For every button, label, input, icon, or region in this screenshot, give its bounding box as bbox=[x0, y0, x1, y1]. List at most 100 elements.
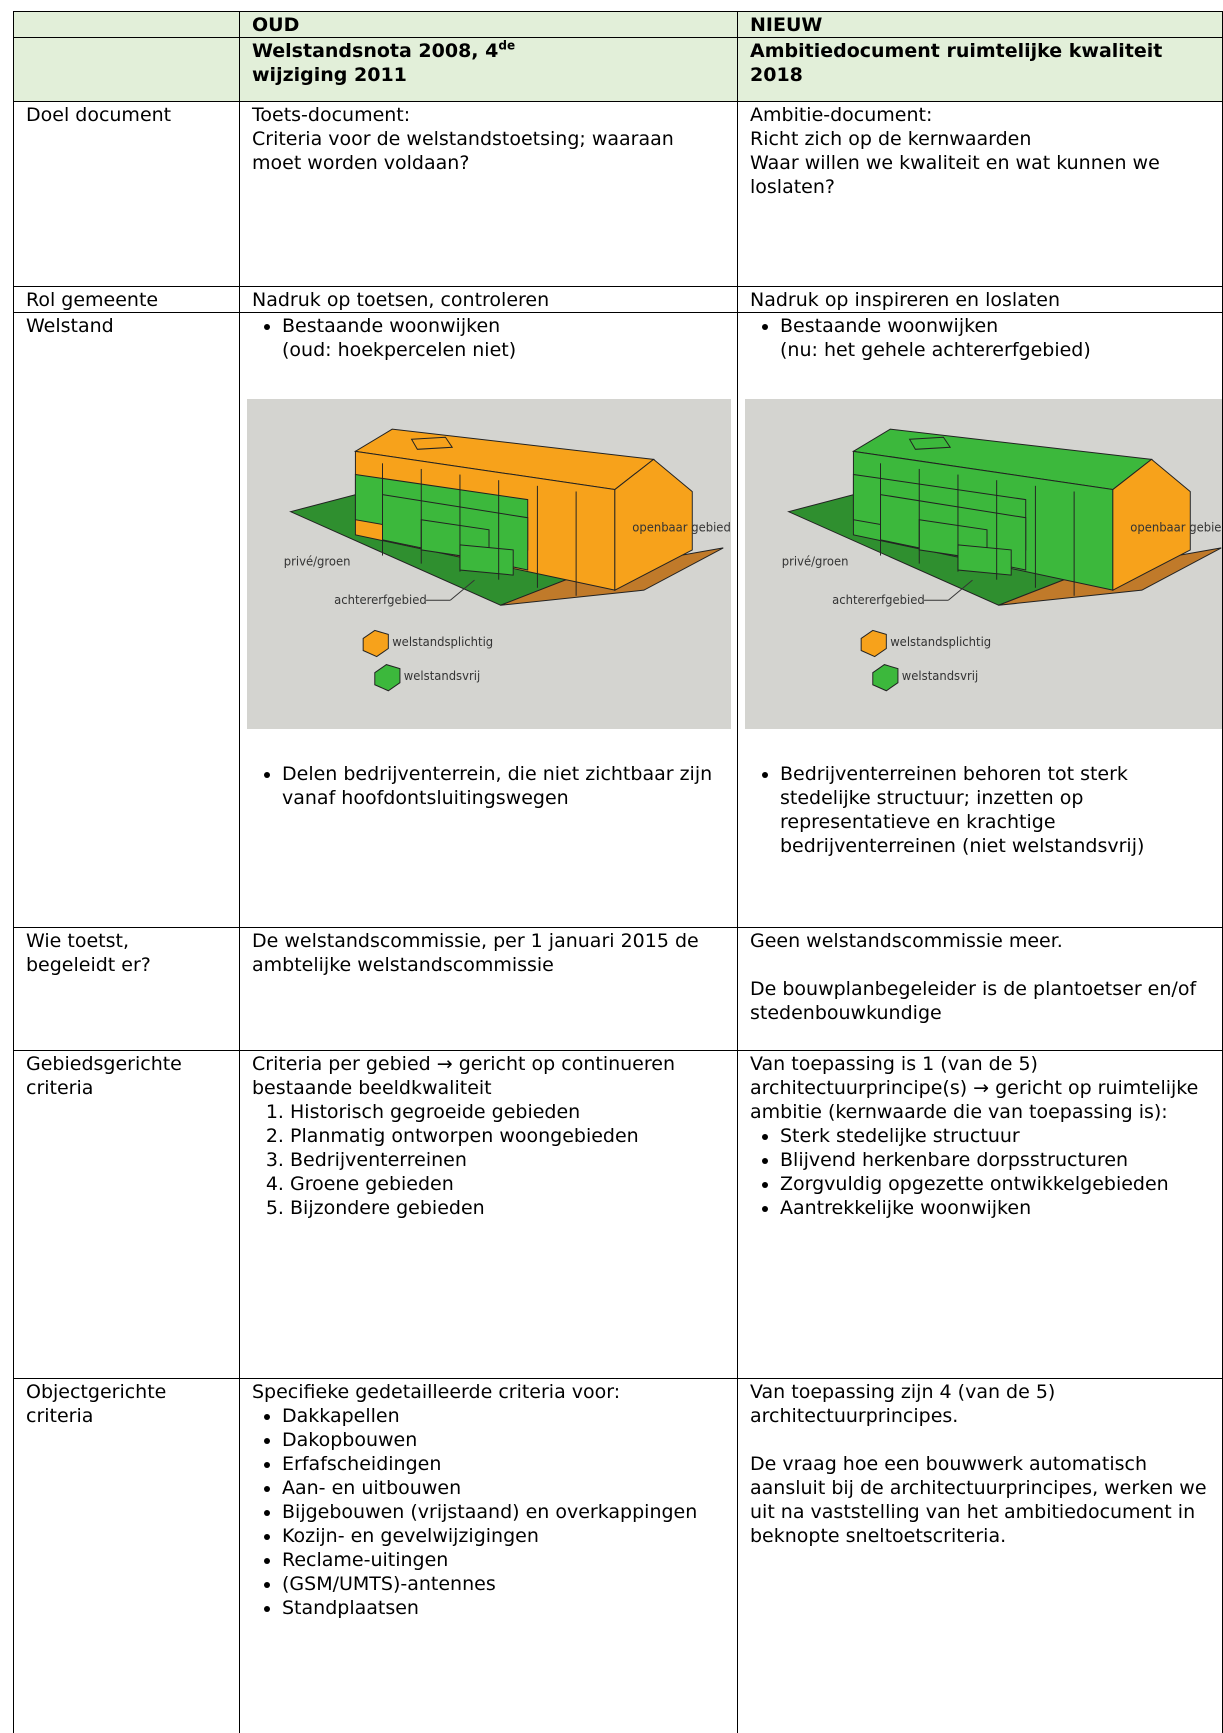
list-item: Delen bedrijventerrein, die niet zichtba… bbox=[282, 762, 727, 810]
text-line: Nadruk op inspireren en loslaten bbox=[750, 289, 1061, 311]
text-line: De vraag hoe een bouwwerk automatisch aa… bbox=[750, 1453, 1207, 1547]
table-row: Doel document Toets-document: Criteria voo… bbox=[13, 101, 1223, 287]
bullet-list: DakkapellenDakopbouwenErfafscheidingenAa… bbox=[252, 1404, 727, 1620]
annex bbox=[957, 544, 1012, 576]
illustration-label: openbaar gebied bbox=[632, 520, 731, 534]
legend-cube bbox=[374, 664, 401, 692]
illustration-label: welstandsvrij bbox=[404, 669, 480, 683]
list-item: Zorgvuldig opgezette ontwikkelgebieden bbox=[780, 1172, 1212, 1196]
list-text: Bijgebouwen (vrijstaand) en overkappinge… bbox=[282, 1501, 698, 1523]
label-line: Welstand bbox=[26, 315, 114, 337]
label-line: Objectgerichte bbox=[26, 1381, 167, 1403]
old-cell: Nadruk op toetsen, controleren bbox=[239, 286, 738, 313]
bullet-list: Bedrijventerreinen behoren tot sterk ste… bbox=[750, 762, 1212, 858]
list-item: Historisch gegroeide gebieden bbox=[290, 1100, 727, 1124]
label-line: Wie toetst, bbox=[26, 930, 129, 952]
list-item: Kozijn- en gevelwijzigingen bbox=[282, 1524, 727, 1548]
paragraph: Nadruk op toetsen, controleren bbox=[252, 288, 727, 312]
table-row: Objectgerichte criteria Specifieke gedetai… bbox=[13, 1378, 1223, 1733]
dormer bbox=[410, 436, 454, 450]
illustration: openbaar gebied privé/groen achtererfgebie… bbox=[745, 399, 1222, 729]
header-cell: OUD bbox=[239, 11, 738, 38]
list-item: Dakopbouwen bbox=[282, 1428, 727, 1452]
list-text: Planmatig ontworpen woongebieden bbox=[290, 1125, 639, 1147]
list-item: Bedrijventerreinen behoren tot sterk ste… bbox=[780, 762, 1212, 858]
text-line: Criteria voor de welstandstoetsing; waar… bbox=[252, 128, 674, 174]
list-item: Dakkapellen bbox=[282, 1404, 727, 1428]
text-line: Specifieke gedetailleerde criteria voor: bbox=[252, 1381, 621, 1403]
list-item: Bestaande woonwijken(oud: hoekpercelen n… bbox=[282, 314, 727, 362]
list-item: Sterk stedelijke structuur bbox=[780, 1124, 1212, 1148]
list-text: Delen bedrijventerrein, die niet zichtba… bbox=[282, 763, 713, 809]
list-text: Bijzondere gebieden bbox=[290, 1197, 485, 1219]
list-text: Kozijn- en gevelwijzigingen bbox=[282, 1525, 539, 1547]
subheader-cell bbox=[13, 37, 240, 102]
leader bbox=[947, 579, 973, 601]
label-line: criteria bbox=[26, 1405, 94, 1427]
old-cell: Bestaande woonwijken(oud: hoekpercelen n… bbox=[239, 312, 738, 928]
label-line: begeleidt er? bbox=[26, 954, 151, 976]
paragraph: Ambitie-document: Richt zich op de kernwa… bbox=[750, 103, 1212, 199]
illustration: openbaar gebied privé/groen achtererfgebie… bbox=[247, 399, 731, 729]
list-item: (GSM/UMTS)-antennes bbox=[282, 1572, 727, 1596]
legend-cube bbox=[362, 629, 389, 658]
new-cell: Nadruk op inspireren en loslaten bbox=[737, 286, 1223, 313]
row-label: Doel document bbox=[13, 101, 240, 287]
subheader-row: Welstandsnota 2008, 4de wijziging 2011 Am… bbox=[13, 37, 1223, 102]
list-text: Bedrijventerreinen bbox=[290, 1149, 467, 1171]
text-line: De welstandscommissie, per 1 januari 201… bbox=[252, 930, 699, 976]
row-label: Rol gemeente bbox=[13, 286, 240, 313]
legend-cube bbox=[860, 629, 887, 658]
list-text: Historisch gegroeide gebieden bbox=[290, 1101, 581, 1123]
illustration-label: achtererfgebied bbox=[334, 593, 427, 607]
label-line: Rol gemeente bbox=[26, 289, 159, 311]
paragraph: De welstandscommissie, per 1 januari 201… bbox=[252, 929, 727, 977]
illustration-label: welstandsvrij bbox=[902, 669, 978, 683]
subheader-cell: Ambitiedocument ruimtelijke kwaliteit 20… bbox=[737, 37, 1223, 102]
list-text: Aantrekkelijke woonwijken bbox=[780, 1197, 1032, 1219]
table-row: Rol gemeente Nadruk op toetsen, controler… bbox=[13, 286, 1223, 313]
label-line: criteria bbox=[26, 1077, 94, 1099]
illustration-label: openbaar gebied bbox=[1130, 520, 1222, 534]
label-line: Gebiedsgerichte bbox=[26, 1053, 182, 1075]
paragraph: Nadruk op inspireren en loslaten bbox=[750, 288, 1212, 312]
table-row: Wie toetst, begeleidt er? De welstandscomm… bbox=[13, 927, 1223, 1051]
row-label: Welstand bbox=[13, 312, 240, 928]
bullet-list: Bestaande woonwijken(nu: het gehele acht… bbox=[750, 314, 1212, 362]
list-text: Reclame-uitingen bbox=[282, 1549, 449, 1571]
new-cell: Van toepassing zijn 4 (van de 5) archite… bbox=[737, 1378, 1223, 1733]
text-line: Criteria per gebied → gericht op continu… bbox=[252, 1053, 675, 1099]
list-text: Dakopbouwen bbox=[282, 1429, 418, 1451]
list-item: Groene gebieden bbox=[290, 1172, 727, 1196]
text-line: Richt zich op de kernwaarden bbox=[750, 128, 1032, 150]
paragraph: Toets-document: Criteria voor de welstand… bbox=[252, 103, 727, 175]
old-cell: Specifieke gedetailleerde criteria voor:… bbox=[239, 1378, 738, 1733]
list-text: Standplaatsen bbox=[282, 1597, 419, 1619]
paragraph: De bouwplanbegeleider is de plantoetser … bbox=[750, 977, 1212, 1025]
text-line: Waar willen we kwaliteit en wat kunnen w… bbox=[750, 152, 1160, 198]
list-item: Bestaande woonwijken(nu: het gehele acht… bbox=[780, 314, 1212, 362]
text-line: Ambitie-document: bbox=[750, 104, 933, 126]
list-text: Blijvend herkenbare dorpsstructuren bbox=[780, 1149, 1129, 1171]
text-line: Toets-document: bbox=[252, 104, 411, 126]
list-text: Erfafscheidingen bbox=[282, 1453, 442, 1475]
list-text: Bedrijventerreinen behoren tot sterk ste… bbox=[780, 763, 1145, 857]
header-row: OUD NIEUW bbox=[13, 11, 1223, 38]
text-line: Van toepassing zijn 4 (van de 5) archite… bbox=[750, 1381, 1056, 1427]
new-cell: Bestaande woonwijken(nu: het gehele acht… bbox=[737, 312, 1223, 928]
bullet-list: Bestaande woonwijken(oud: hoekpercelen n… bbox=[252, 314, 727, 362]
text-line: Geen welstandscommissie meer. bbox=[750, 930, 1063, 952]
new-cell: Ambitie-document: Richt zich op de kernwa… bbox=[737, 101, 1223, 287]
header-cell bbox=[13, 11, 240, 38]
bullet-list: Sterk stedelijke structuurBlijvend herke… bbox=[750, 1124, 1212, 1220]
bullet-list: Delen bedrijventerrein, die niet zichtba… bbox=[252, 762, 727, 810]
illustration-label: welstandsplichtig bbox=[890, 635, 991, 649]
subheader-cell: Welstandsnota 2008, 4de wijziging 2011 bbox=[239, 37, 738, 102]
row-label: Gebiedsgerichte criteria bbox=[13, 1050, 240, 1379]
list-text: Groene gebieden bbox=[290, 1173, 454, 1195]
subheader-text: wijziging 2011 bbox=[252, 64, 407, 86]
old-cell: Criteria per gebied → gericht op continu… bbox=[239, 1050, 738, 1379]
illustration-label: achtererfgebied bbox=[832, 593, 925, 607]
list-item: Planmatig ontworpen woongebieden bbox=[290, 1124, 727, 1148]
dormer bbox=[908, 436, 952, 450]
